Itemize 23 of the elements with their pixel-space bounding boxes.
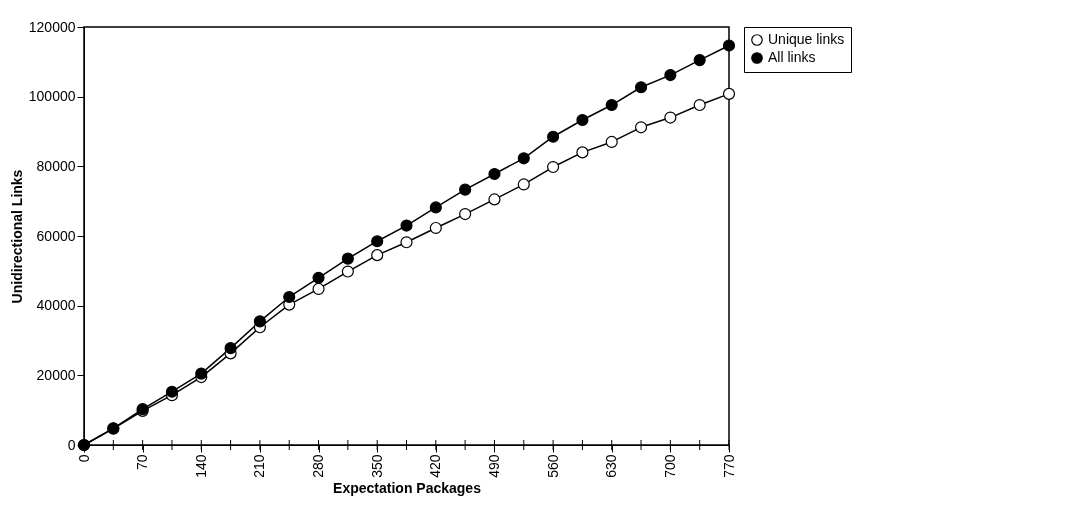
y-tick-label: 120000 <box>28 18 76 35</box>
x-tick-label: 630 <box>603 454 620 478</box>
y-tick-label: 40000 <box>36 297 76 314</box>
x-axis-title: Expectation Packages <box>333 479 482 496</box>
y-tick-label: 80000 <box>36 157 76 174</box>
x-tick-label: 70 <box>134 454 151 471</box>
legend-label: All links <box>768 49 816 65</box>
y-tick-label: 20000 <box>36 366 76 383</box>
y-tick-label: 100000 <box>28 88 76 105</box>
x-tick-label: 350 <box>368 454 385 478</box>
x-tick-label: 770 <box>720 454 737 478</box>
legend-label: Unique links <box>768 31 845 47</box>
y-tick-label: 60000 <box>36 227 76 244</box>
x-tick-label: 560 <box>544 454 561 478</box>
x-tick-label: 210 <box>251 454 268 478</box>
x-tick-label: 0 <box>75 454 92 463</box>
y-tick-label: 0 <box>67 436 76 453</box>
x-tick-label: 700 <box>661 454 678 478</box>
x-tick-label: 280 <box>310 454 327 478</box>
x-tick-label: 490 <box>485 454 502 478</box>
x-tick-label: 420 <box>427 454 444 478</box>
x-tick-label: 140 <box>192 454 209 478</box>
y-axis-title: Unidirectional Links <box>8 169 25 304</box>
